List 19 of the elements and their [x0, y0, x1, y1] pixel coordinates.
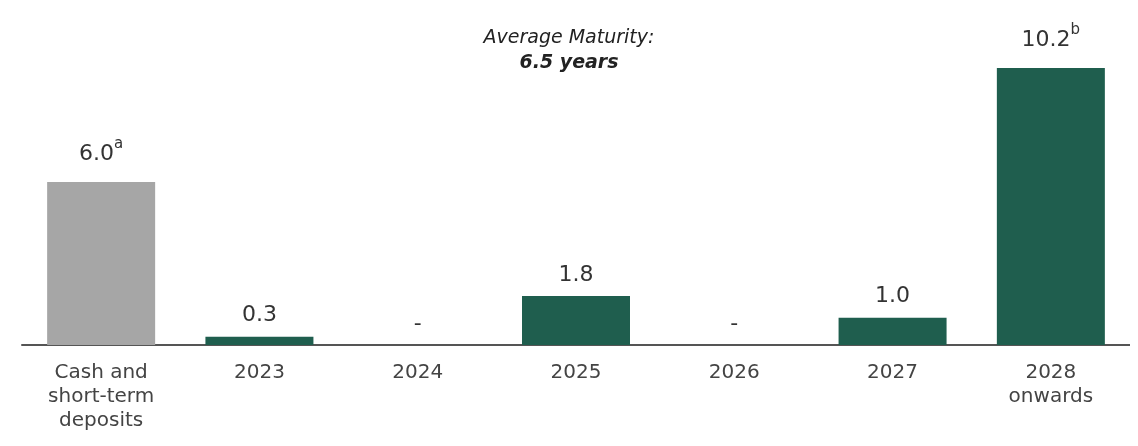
bar: [47, 182, 156, 345]
annotation: 6.5 years: [519, 49, 619, 72]
x-tick-label: 2027: [867, 359, 919, 383]
x-tick-label: 2025: [550, 359, 602, 383]
data-label: 1.0: [875, 282, 911, 308]
x-tick-label: 2028 onwards: [1008, 359, 1094, 407]
text: Average Maturity:: [481, 24, 655, 47]
x-tick-label: Cash and short-term deposits: [48, 359, 155, 431]
data-label: 1.8: [558, 260, 594, 286]
bar: [205, 336, 314, 345]
data-label: 0.3: [241, 301, 277, 327]
data-label: -: [413, 309, 422, 335]
x-tick-label: 2023: [233, 359, 285, 383]
x-tick-label: 2024: [392, 359, 444, 383]
data-label: -: [730, 309, 739, 335]
bar: [996, 68, 1105, 345]
bar: [522, 296, 630, 345]
bar: [838, 317, 947, 345]
x-tick-label: 2026: [708, 359, 760, 383]
